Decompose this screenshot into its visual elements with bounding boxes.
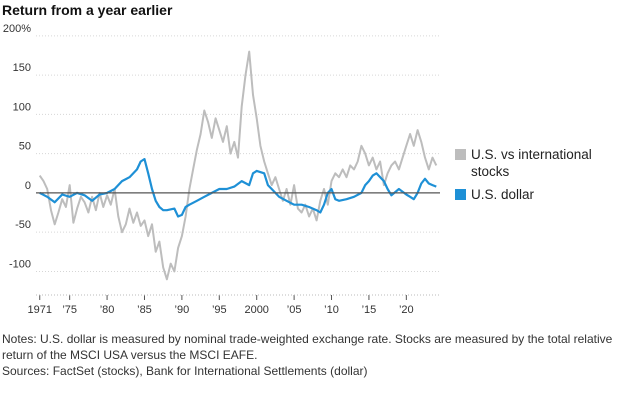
x-tick-label: 1971 [27, 304, 51, 316]
y-tick-label: 50 [19, 141, 31, 153]
x-tick-label: ’05 [287, 304, 302, 316]
series-line-stocks [38, 50, 438, 281]
y-tick-label: 100 [13, 101, 31, 113]
x-tick-label: 2000 [244, 304, 268, 316]
x-tick-label: ’10 [324, 304, 339, 316]
chart-title: Return from a year earlier [2, 2, 173, 18]
y-tick-label: -50 [15, 219, 31, 231]
x-tick-label: ’75 [62, 304, 77, 316]
legend-label-dollar: U.S. dollar [471, 187, 535, 202]
x-tick-label: ’80 [100, 304, 115, 316]
series-layer [36, 50, 440, 281]
legend-swatch-dollar [455, 189, 466, 200]
series-line-dollar [39, 158, 437, 218]
x-tick-label: ’15 [362, 304, 377, 316]
notes-text: Notes: U.S. dollar is measured by nomina… [2, 332, 613, 362]
legend: U.S. vs international stocks U.S. dollar [455, 146, 620, 209]
y-tick-label: -100 [9, 258, 31, 270]
legend-label-stocks: U.S. vs international stocks [471, 147, 592, 179]
legend-swatch-stocks [455, 149, 466, 160]
y-tick-label: 200% [3, 23, 31, 35]
x-axis-labels: 1971 ’75 ’80 ’85 ’90 ’95 2000 ’05 ’10 ’15 ’20 [27, 304, 413, 316]
x-tick-label: ’90 [175, 304, 190, 316]
chart-notes: Notes: U.S. dollar is measured by nomina… [2, 331, 614, 379]
sources-text: Sources: FactSet (stocks), Bank for Inte… [2, 364, 368, 378]
legend-item-dollar: U.S. dollar [455, 186, 620, 203]
legend-item-stocks: U.S. vs international stocks [455, 146, 620, 180]
chart-plot: -100 -50 0 50 100 150 200% 1971 ’75 ’80 ’85 ’90 ’95… [3, 23, 440, 316]
y-tick-label: 0 [25, 180, 31, 192]
grid-lines [36, 35, 440, 300]
x-tick-label: ’95 [212, 304, 227, 316]
y-tick-label: 150 [13, 62, 31, 74]
y-axis-labels: -100 -50 0 50 100 150 200% [3, 23, 31, 271]
x-tick-label: ’20 [399, 304, 414, 316]
x-tick-label: ’85 [137, 304, 152, 316]
